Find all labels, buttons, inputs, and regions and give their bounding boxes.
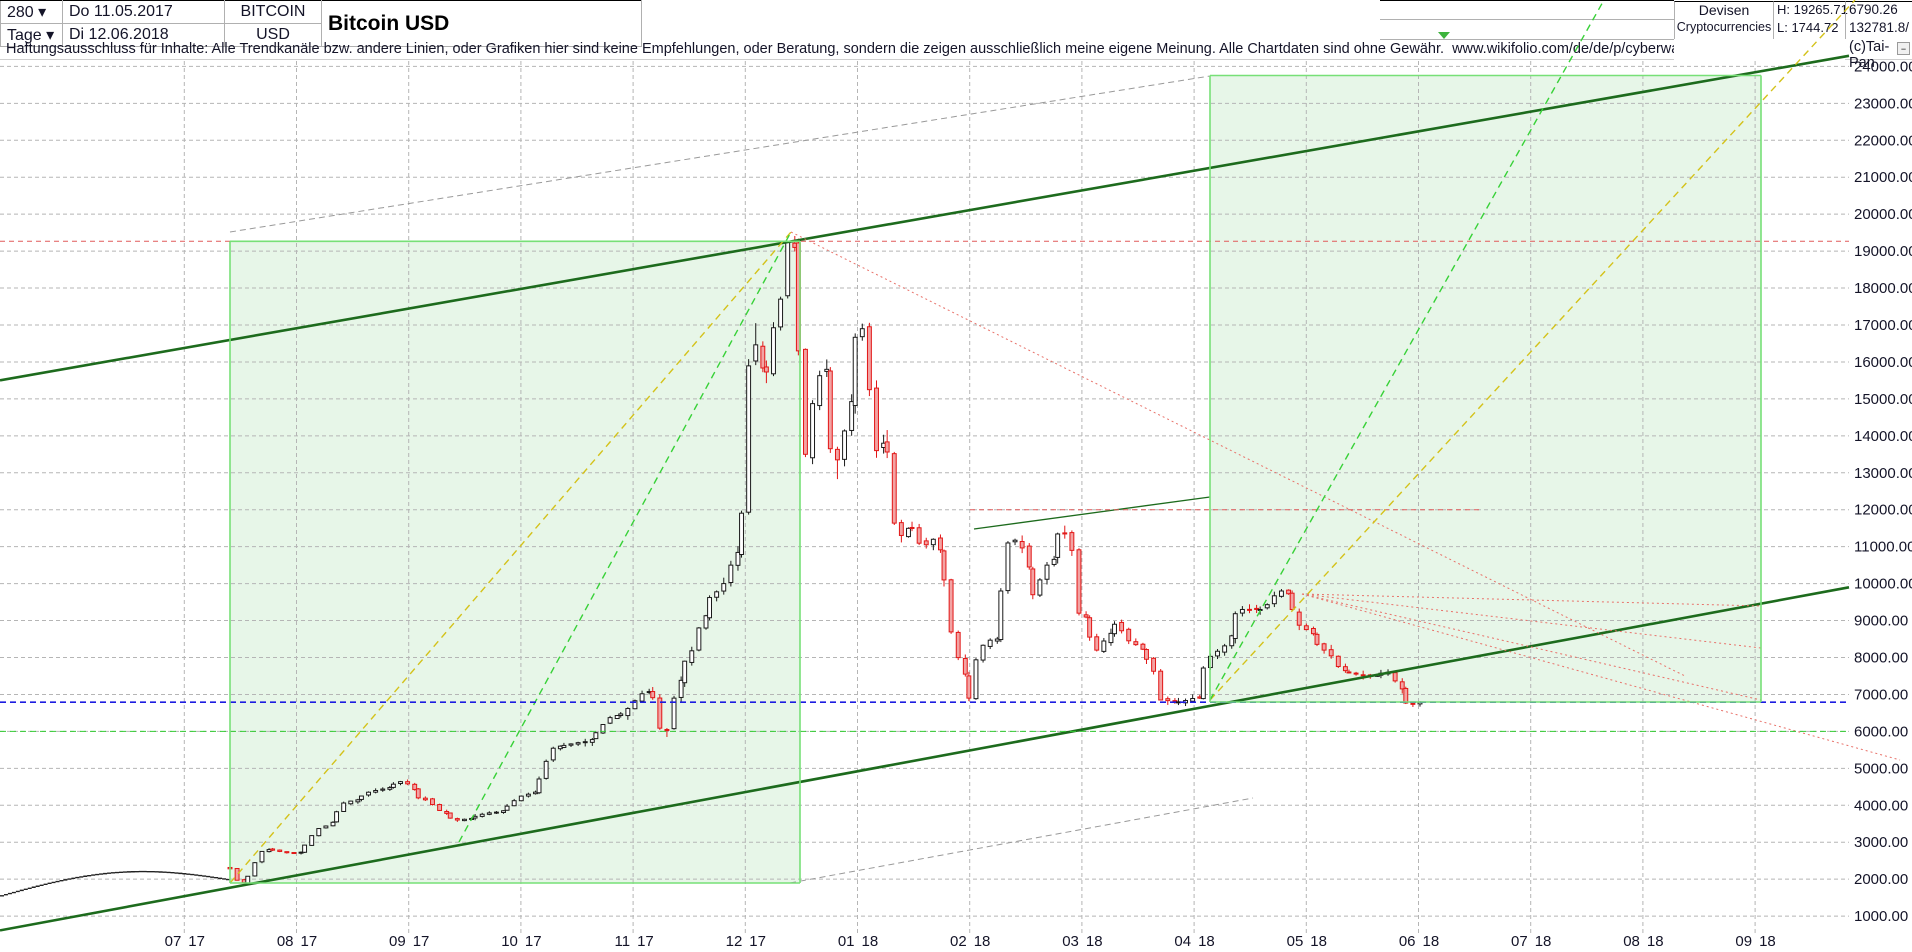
svg-text:16000.00: 16000.00 (1854, 354, 1912, 371)
svg-text:1000.00: 1000.00 (1854, 908, 1908, 925)
svg-text:5000.00: 5000.00 (1854, 760, 1908, 777)
svg-text:8000.00: 8000.00 (1854, 650, 1908, 667)
svg-text:14000.00: 14000.00 (1854, 428, 1912, 445)
svg-text:24000.00: 24000.00 (1854, 58, 1912, 75)
svg-text:3000.00: 3000.00 (1854, 834, 1908, 851)
svg-text:18: 18 (1086, 933, 1103, 950)
svg-text:9000.00: 9000.00 (1854, 613, 1908, 630)
svg-text:12000.00: 12000.00 (1854, 502, 1912, 519)
svg-text:18000.00: 18000.00 (1854, 280, 1912, 297)
svg-text:18: 18 (862, 933, 879, 950)
svg-text:17: 17 (749, 933, 766, 950)
svg-text:12: 12 (726, 933, 743, 950)
svg-text:18: 18 (1647, 933, 1664, 950)
svg-text:15000.00: 15000.00 (1854, 391, 1912, 408)
svg-text:04: 04 (1174, 933, 1191, 950)
svg-text:09: 09 (389, 933, 406, 950)
svg-text:17: 17 (525, 933, 542, 950)
svg-text:23000.00: 23000.00 (1854, 95, 1912, 112)
svg-text:08: 08 (277, 933, 294, 950)
svg-text:07: 07 (1511, 933, 1528, 950)
svg-text:17000.00: 17000.00 (1854, 317, 1912, 334)
svg-text:4000.00: 4000.00 (1854, 797, 1908, 814)
svg-text:17: 17 (637, 933, 654, 950)
svg-text:07: 07 (165, 933, 182, 950)
svg-text:02: 02 (950, 933, 967, 950)
svg-text:11: 11 (615, 933, 631, 950)
svg-text:22000.00: 22000.00 (1854, 132, 1912, 149)
svg-text:18: 18 (1310, 933, 1327, 950)
svg-text:18: 18 (1759, 933, 1776, 950)
svg-text:08: 08 (1623, 933, 1640, 950)
svg-text:19000.00: 19000.00 (1854, 243, 1912, 260)
svg-text:18: 18 (1198, 933, 1215, 950)
svg-text:17: 17 (188, 933, 205, 950)
svg-text:18: 18 (1535, 933, 1552, 950)
svg-text:17: 17 (413, 933, 430, 950)
svg-text:18: 18 (974, 933, 991, 950)
svg-text:03: 03 (1062, 933, 1079, 950)
svg-text:06: 06 (1399, 933, 1416, 950)
svg-text:6000.00: 6000.00 (1854, 723, 1908, 740)
svg-text:05: 05 (1287, 933, 1304, 950)
svg-text:18: 18 (1423, 933, 1440, 950)
svg-text:17: 17 (301, 933, 318, 950)
svg-text:20000.00: 20000.00 (1854, 206, 1912, 223)
svg-text:7000.00: 7000.00 (1854, 686, 1908, 703)
svg-text:21000.00: 21000.00 (1854, 169, 1912, 186)
svg-text:10000.00: 10000.00 (1854, 576, 1912, 593)
svg-text:11000.00: 11000.00 (1854, 539, 1912, 556)
svg-text:10: 10 (501, 933, 518, 950)
svg-text:01: 01 (838, 933, 855, 950)
svg-text:09: 09 (1735, 933, 1752, 950)
svg-text:13000.00: 13000.00 (1854, 465, 1912, 482)
svg-text:2000.00: 2000.00 (1854, 871, 1908, 888)
